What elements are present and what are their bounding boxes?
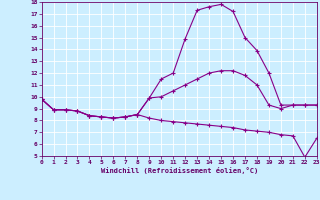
X-axis label: Windchill (Refroidissement éolien,°C): Windchill (Refroidissement éolien,°C) (100, 167, 258, 174)
